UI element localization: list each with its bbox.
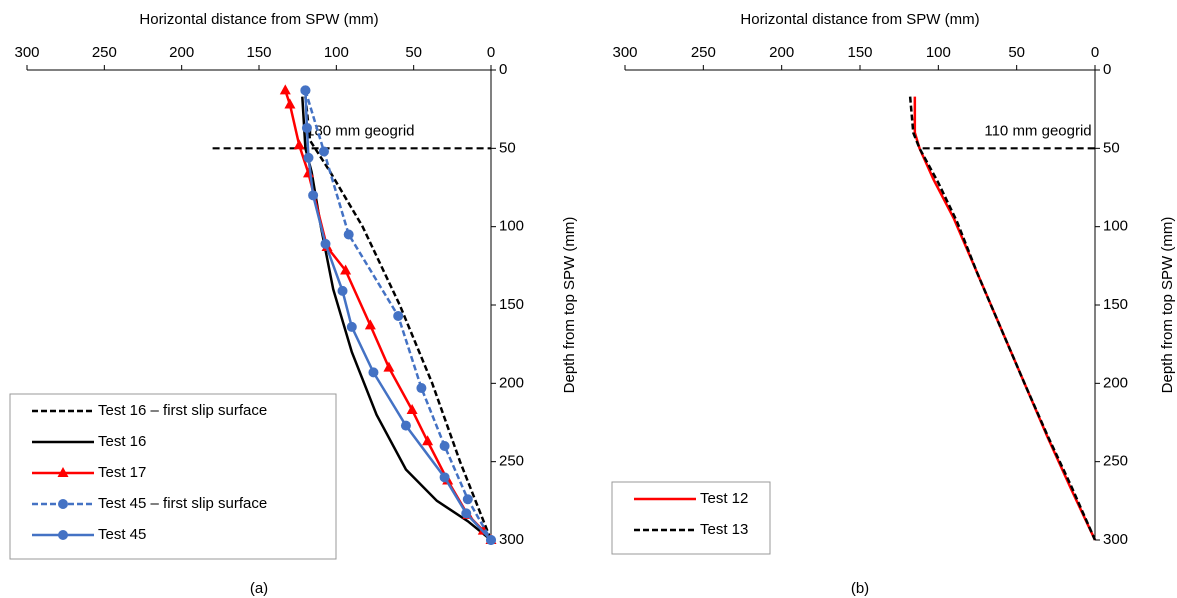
x-tick-label: 50 — [405, 44, 422, 61]
x-tick-label: 200 — [169, 44, 194, 61]
geogrid-label: 110 mm geogrid — [984, 122, 1091, 139]
y-tick-label: 200 — [499, 374, 524, 391]
data-point — [301, 122, 312, 133]
y-tick-label: 50 — [499, 139, 516, 156]
y-tick-label: 300 — [499, 531, 524, 548]
x-tick-label: 250 — [691, 44, 716, 61]
x-tick-label: 250 — [92, 44, 117, 61]
geogrid-label: 180 mm geogrid — [306, 122, 414, 139]
x-tick-label: 0 — [1091, 44, 1099, 61]
data-point — [462, 494, 473, 505]
legend-label: Test 16 — [98, 433, 146, 450]
data-point — [439, 472, 450, 483]
x-axis-title: Horizontal distance from SPW (mm) — [740, 11, 979, 28]
y-tick-label: 150 — [1103, 296, 1128, 313]
data-point — [368, 367, 379, 378]
x-tick-label: 150 — [246, 44, 271, 61]
x-tick-label: 0 — [487, 44, 495, 61]
legend-label: Test 17 — [98, 464, 146, 481]
y-tick-label: 100 — [1103, 218, 1128, 235]
x-tick-label: 300 — [14, 44, 39, 61]
series-line — [304, 90, 493, 541]
data-point — [346, 321, 357, 332]
data-point — [406, 403, 418, 414]
legend-label: Test 45 – first slip surface — [98, 495, 267, 512]
data-point — [303, 152, 314, 163]
legend-label: Test 12 — [700, 490, 748, 507]
data-point — [318, 146, 329, 157]
data-point — [308, 190, 319, 201]
data-point — [293, 139, 305, 150]
data-point — [340, 264, 352, 275]
y-tick-label: 0 — [499, 61, 507, 78]
data-point — [364, 319, 376, 330]
x-tick-label: 300 — [612, 44, 637, 61]
y-axis-title: Depth from top SPW (mm) — [561, 217, 578, 394]
series-line — [304, 96, 493, 541]
y-axis-title: Depth from top SPW (mm) — [1159, 217, 1176, 394]
x-tick-label: 200 — [769, 44, 794, 61]
series-line — [908, 96, 1097, 541]
legend-box — [611, 481, 771, 555]
x-tick-label: 150 — [847, 44, 872, 61]
x-tick-label: 50 — [1008, 44, 1025, 61]
data-point — [393, 310, 404, 321]
y-tick-label: 50 — [1103, 139, 1120, 156]
y-tick-label: 250 — [1103, 453, 1128, 470]
series-line — [913, 96, 1097, 541]
data-point — [383, 361, 395, 372]
data-point — [461, 508, 472, 519]
y-tick-label: 300 — [1103, 531, 1128, 548]
x-tick-label: 100 — [324, 44, 349, 61]
y-tick-label: 250 — [499, 453, 524, 470]
data-point — [300, 85, 311, 96]
data-point — [320, 238, 331, 249]
x-tick-label: 100 — [926, 44, 951, 61]
legend-marker — [58, 530, 68, 540]
y-tick-label: 100 — [499, 218, 524, 235]
data-point — [337, 285, 348, 296]
data-point — [343, 229, 354, 240]
data-point — [422, 435, 434, 446]
y-tick-label: 150 — [499, 296, 524, 313]
data-point — [486, 535, 496, 545]
legend-marker — [58, 499, 68, 509]
caption: (b) — [851, 580, 869, 597]
legend-label: Test 16 – first slip surface — [98, 402, 267, 419]
caption: (a) — [250, 580, 268, 597]
data-point — [416, 383, 427, 394]
x-axis-title: Horizontal distance from SPW (mm) — [139, 11, 378, 28]
y-tick-label: 200 — [1103, 374, 1128, 391]
legend-marker — [57, 467, 69, 477]
data-point — [400, 420, 411, 431]
y-tick-label: 0 — [1103, 61, 1111, 78]
legend-label: Test 45 — [98, 526, 146, 543]
data-point — [284, 98, 296, 109]
data-point — [279, 84, 291, 95]
legend-label: Test 13 — [700, 521, 748, 538]
data-point — [439, 441, 450, 451]
